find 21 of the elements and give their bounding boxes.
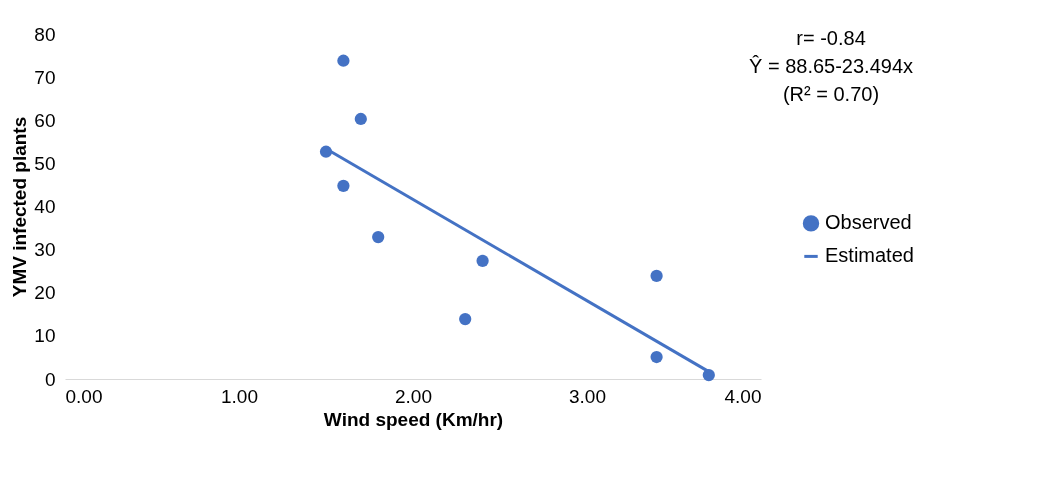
y-tick-label: 70: [34, 66, 56, 88]
y-tick-label: 60: [34, 109, 56, 131]
y-tick-label: 10: [34, 325, 56, 347]
annotation: Ŷ = 88.65-23.494x: [748, 55, 914, 77]
text: r= -0.84: [796, 27, 866, 49]
y-tick-label: 30: [34, 239, 56, 261]
y-tick-label: 20: [34, 282, 56, 304]
x-tick-label: 1.00: [221, 385, 258, 407]
y-tick-label: 0: [44, 368, 56, 390]
x-tick-label: 3.00: [569, 385, 606, 407]
y-tick-label: 40: [34, 196, 56, 217]
text: (R² = 0.70): [782, 83, 880, 105]
y-tick-label: 50: [34, 152, 56, 174]
legend-label: Estimated: [825, 244, 914, 267]
y-tick-label: 80: [34, 23, 56, 45]
legend-label: Observed: [825, 211, 912, 234]
x-tick-label: 0.00: [65, 385, 103, 407]
x-axis-title: Wind speed (Km/hr): [323, 408, 504, 430]
x-tick-label: 4.00: [724, 385, 762, 407]
y-axis-title: YMV infected plants: [9, 116, 31, 298]
x-tick-label: 2.00: [395, 385, 432, 407]
